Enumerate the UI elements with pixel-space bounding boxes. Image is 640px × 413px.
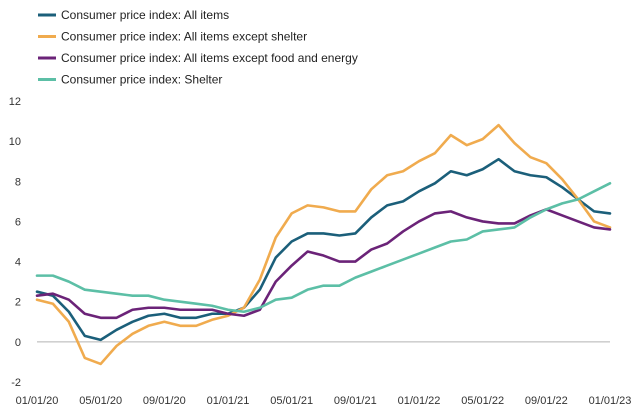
series-lines [35, 123, 612, 366]
x-tick-label: 05/01/20 [79, 395, 122, 407]
y-tick-label: 12 [9, 96, 21, 108]
series-line-3 [35, 208, 612, 320]
legend-label: Consumer price index: All items except s… [61, 30, 307, 44]
legend-label: Consumer price index: All items [61, 8, 229, 22]
series-line-2 [35, 123, 612, 366]
x-tick-label: 05/01/21 [270, 395, 313, 407]
x-tick-label: 09/01/22 [525, 395, 568, 407]
x-tick-label: 01/01/21 [207, 395, 250, 407]
series-line-4 [35, 181, 612, 314]
x-tick-label: 01/01/22 [398, 395, 441, 407]
legend-label: Consumer price index: Shelter [61, 73, 222, 87]
x-tick-label: 01/01/20 [16, 395, 59, 407]
y-tick-label: 8 [15, 176, 21, 188]
x-tick-label: 09/01/20 [143, 395, 186, 407]
x-tick-label: 09/01/21 [334, 395, 377, 407]
y-tick-label: 6 [15, 216, 21, 228]
y-tick-label: -2 [11, 377, 21, 389]
x-axis: 01/01/20 05/01/20 09/01/20 01/01/21 05/01/21… [16, 395, 632, 407]
x-tick-label: 01/01/23 [589, 395, 632, 407]
y-tick-label: 2 [15, 297, 21, 309]
x-tick-label: 05/01/22 [461, 395, 504, 407]
y-tick-label: 4 [15, 257, 21, 269]
legend-label: Consumer price index: All items except f… [61, 51, 358, 65]
series-line-1 [35, 157, 612, 342]
y-axis: -2 0 2 4 6 8 10 12 [9, 96, 21, 389]
y-tick-label: 0 [15, 337, 21, 349]
chart-legend: Consumer price index: All items Consumer … [38, 8, 358, 87]
y-tick-label: 10 [9, 136, 21, 148]
